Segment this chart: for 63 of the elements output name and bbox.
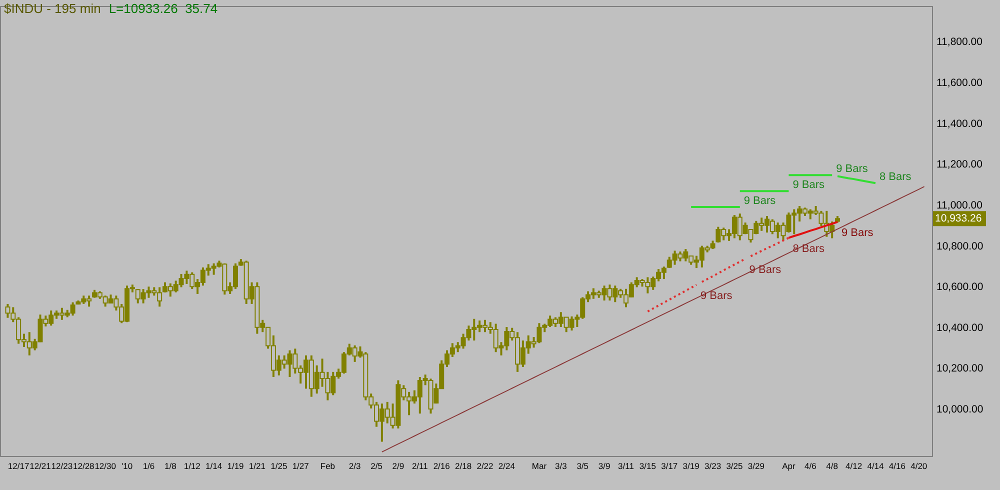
line-series: [836, 175, 876, 184]
x-tick-label: 2/5: [370, 461, 383, 471]
x-tick-label: Feb: [320, 461, 336, 471]
y-tick-label: 11,400.00: [936, 118, 983, 130]
x-tick-label: 3/15: [639, 461, 656, 471]
x-tick-label: 3/23: [704, 461, 722, 471]
y-tick-label: 11,800.00: [936, 36, 983, 48]
y-tick-label: 10,600.00: [936, 281, 984, 294]
x-tick-label: 12/23: [51, 461, 73, 471]
x-tick-label: 1/8: [164, 461, 177, 471]
x-tick-label: 12/28: [73, 461, 95, 471]
x-tick-label: 2/9: [392, 461, 404, 471]
x-tick-label: 1/12: [184, 461, 201, 471]
y-tick-label: 11,600.00: [936, 77, 983, 90]
x-tick-label: 4/6: [804, 461, 817, 471]
x-tick-label: 4/12: [846, 461, 862, 471]
line-series: [750, 236, 790, 258]
series-label: 9 Bars: [792, 179, 825, 192]
x-tick-label: 1/27: [292, 461, 310, 471]
x-tick-label: 12/17: [8, 461, 30, 471]
line-series: [646, 284, 698, 313]
x-tick-label: 4/16: [888, 461, 906, 471]
x-tick-label: 12/30: [94, 461, 116, 471]
x-tick-label: '10: [121, 461, 133, 471]
x-tick-label: 1/14: [206, 461, 222, 471]
x-tick-label: 1/25: [270, 461, 288, 471]
x-tick-label: 3/3: [555, 461, 568, 471]
x-tick-label: 3/29: [748, 461, 765, 471]
x-tick-label: 2/18: [455, 461, 472, 471]
text: 10,933.26: [935, 212, 982, 225]
line-series: [700, 258, 746, 283]
x-tick-label: 2/11: [412, 461, 428, 471]
chart-title: $INDU - 195 min: [4, 1, 101, 16]
x-tick-label: 3/19: [682, 461, 700, 471]
x-tick-label: 3/25: [726, 461, 744, 471]
x-tick-label: 1/6: [142, 461, 155, 471]
series-label: 9 Bars: [842, 226, 874, 239]
x-tick-label: 12/21: [30, 461, 52, 471]
series-label: 8 Bars: [879, 171, 912, 184]
x-tick-label: 4/8: [826, 461, 838, 471]
chart-subtitle: L=10933.26 35.74: [108, 1, 218, 16]
x-tick-label: 3/11: [618, 461, 634, 471]
x-tick-label: 4/20: [910, 461, 928, 471]
y-tick-label: 10,200.00: [936, 362, 984, 375]
x-tick-label: 2/24: [498, 461, 516, 471]
x-tick-label: 2/22: [476, 461, 494, 471]
y-tick-label: 10,000.00: [936, 404, 984, 416]
x-tick-label: 3/9: [598, 461, 610, 471]
y-tick-label: 11,000.00: [936, 199, 983, 212]
x-tick-label: 2/3: [348, 461, 361, 471]
x-tick-label: 2/16: [433, 461, 450, 471]
x-tick-label: 1/19: [227, 461, 244, 471]
x-tick-label: Apr: [782, 461, 796, 471]
x-tick-label: 1/21: [248, 461, 266, 471]
x-tick-label: 3/5: [576, 461, 589, 471]
y-tick-label: 10,800.00: [936, 240, 984, 252]
y-tick-label: 10,400.00: [936, 322, 984, 334]
series-label: 9 Bars: [744, 195, 776, 208]
x-tick-label: 4/14: [867, 461, 884, 471]
x-tick-label: Mar: [532, 461, 547, 471]
x-tick-label: 3/17: [661, 461, 678, 471]
y-tick-label: 11,200.00: [936, 158, 983, 171]
series-label: 9 Bars: [836, 163, 868, 176]
